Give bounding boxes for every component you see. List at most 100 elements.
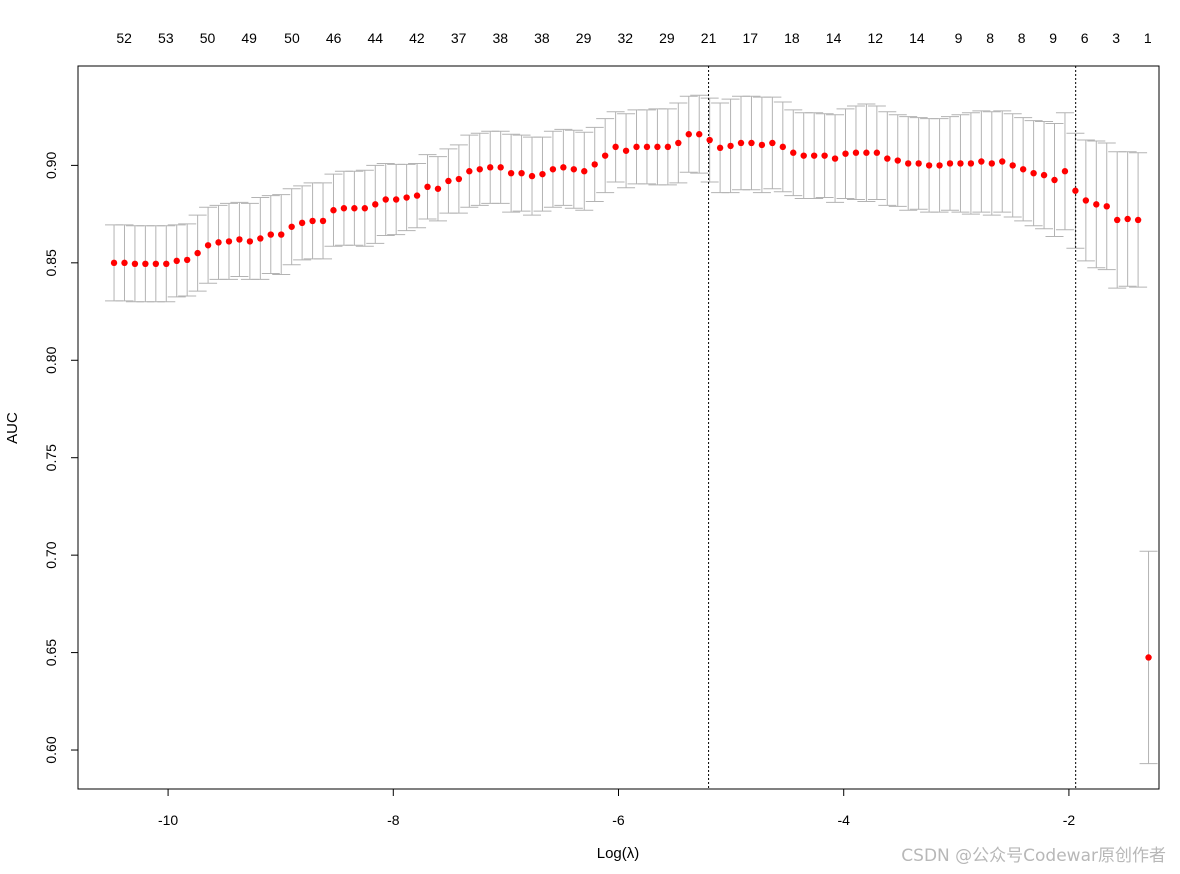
y-tick-label: 0.60	[43, 736, 59, 763]
auc-point	[612, 143, 619, 151]
auc-point	[528, 172, 536, 180]
auc-point	[183, 256, 191, 264]
error-bars	[105, 94, 1158, 765]
top-axis-label: 21	[701, 30, 717, 46]
auc-point	[1040, 171, 1048, 179]
auc-point	[1093, 201, 1100, 208]
auc-point	[361, 205, 369, 212]
watermark: CSDN @公众号Codewar原创作者	[901, 846, 1166, 866]
auc-point	[716, 144, 724, 152]
auc-point	[946, 160, 954, 167]
auc-point	[978, 158, 985, 165]
y-axis-title: AUC	[4, 412, 21, 444]
auc-point	[1103, 203, 1110, 210]
x-tick-label: -6	[612, 812, 625, 828]
auc-point	[225, 238, 233, 245]
auc-point	[654, 143, 661, 151]
auc-point	[1030, 169, 1037, 177]
auc-point	[424, 183, 431, 191]
top-axis-label: 8	[1018, 30, 1026, 46]
auc-point	[194, 249, 201, 257]
auc-point	[748, 139, 755, 147]
top-axis-label: 9	[955, 30, 963, 46]
auc-point	[1051, 176, 1058, 184]
auc-point	[330, 207, 337, 214]
y-tick-label: 0.75	[43, 444, 59, 471]
top-axis-label: 12	[867, 30, 883, 46]
auc-point	[455, 175, 463, 183]
auc-point	[779, 143, 787, 151]
auc-point	[664, 143, 672, 151]
auc-point	[298, 219, 306, 227]
auc-point	[382, 196, 389, 203]
auc-point	[873, 149, 881, 156]
auc-point	[403, 194, 410, 201]
x-tick-label: -8	[387, 812, 400, 828]
auc-point	[643, 143, 651, 151]
top-axis-label: 17	[742, 30, 758, 46]
auc-point	[204, 242, 212, 249]
auc-point	[863, 149, 870, 156]
auc-point	[351, 205, 358, 212]
auc-point	[142, 260, 149, 268]
auc-point	[215, 239, 222, 246]
top-axis-label: 44	[367, 30, 383, 46]
auc-point	[560, 164, 567, 171]
x-tick-label: -10	[158, 812, 178, 828]
y-tick-label: 0.85	[43, 249, 59, 276]
y-tick-label: 0.70	[43, 541, 59, 568]
auc-point	[925, 162, 933, 169]
auc-point	[852, 149, 860, 156]
top-axis-label: 1	[1144, 30, 1152, 46]
x-axis-title: Log(λ)	[597, 845, 640, 862]
top-axis-label: 6	[1081, 30, 1089, 46]
top-axis-label: 49	[241, 30, 257, 46]
auc-point	[884, 155, 891, 162]
auc-point	[309, 217, 316, 225]
auc-point	[1072, 187, 1079, 194]
auc-point	[110, 259, 118, 267]
auc-point	[988, 160, 996, 167]
auc-point	[1114, 216, 1121, 224]
top-axis-label: 50	[284, 30, 300, 46]
auc-point	[810, 152, 818, 159]
auc-point	[790, 149, 797, 156]
auc-point	[894, 157, 901, 164]
auc-point	[1082, 197, 1090, 204]
top-axis-label: 50	[200, 30, 216, 46]
auc-point	[539, 170, 546, 178]
top-axis-nonzero-counts: 52 53 50 49 50 46 44 42 37 38 38 29 32 29 21 17 18 14 12 14…	[116, 30, 1151, 46]
auc-point	[842, 150, 849, 157]
auc-point	[163, 260, 170, 268]
top-axis-label: 9	[1049, 30, 1057, 46]
auc-point	[476, 166, 483, 173]
auc-point	[758, 141, 766, 149]
top-axis-label: 38	[492, 30, 508, 46]
auc-point	[1019, 166, 1027, 173]
x-axis: -10 -8 -6 -4 -2	[158, 788, 1076, 828]
auc-point	[936, 162, 943, 169]
auc-point	[236, 236, 243, 243]
auc-point	[957, 160, 964, 167]
top-axis-label: 14	[909, 30, 925, 46]
auc-point	[601, 152, 609, 159]
auc-point	[487, 164, 494, 171]
auc-point	[727, 142, 734, 150]
top-axis-label: 14	[826, 30, 842, 46]
y-tick-label: 0.80	[43, 346, 59, 373]
auc-point	[633, 143, 640, 151]
auc-point	[915, 160, 922, 167]
auc-point	[466, 168, 473, 175]
auc-point	[821, 152, 828, 159]
top-axis-label: 18	[784, 30, 800, 46]
x-tick-label: -2	[1063, 812, 1076, 828]
top-axis-label: 38	[534, 30, 550, 46]
x-tick-label: -4	[837, 812, 850, 828]
auc-point	[445, 177, 452, 185]
reference-lines	[708, 66, 1077, 789]
auc-point	[434, 185, 442, 192]
y-tick-label: 0.65	[43, 639, 59, 666]
top-axis-label: 42	[409, 30, 425, 46]
auc-point	[622, 147, 630, 154]
top-axis-label: 52	[116, 30, 132, 46]
